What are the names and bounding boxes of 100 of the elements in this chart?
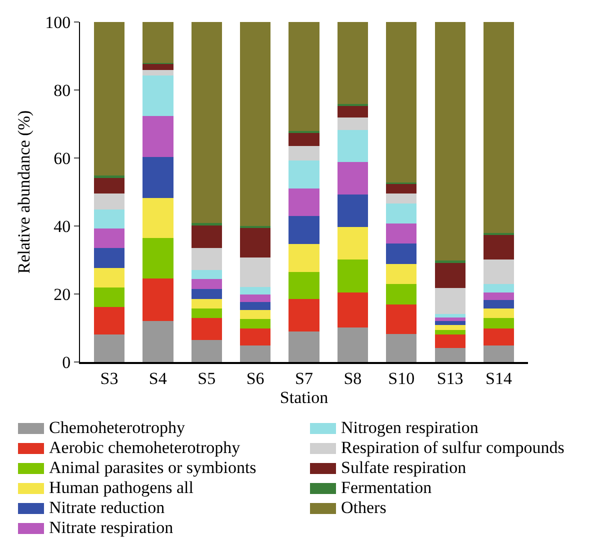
y-axis-title: Relative abundance (%) [14,110,34,274]
legend-label: Fermentation [341,478,432,498]
bar [191,288,222,300]
bar [240,228,271,258]
bar [386,224,417,244]
bar [191,22,222,223]
bar [94,288,125,307]
bar [191,222,222,226]
bar [434,324,466,330]
bar [142,156,174,198]
legend-label: Animal parasites or symbionts [49,458,256,478]
bar [288,146,320,161]
bar [94,177,125,194]
bar [240,257,271,288]
bar [240,22,271,226]
bar [191,308,222,318]
bar [288,299,320,332]
bar [191,226,222,248]
bar [386,22,417,182]
bar [288,22,320,131]
bar [337,327,368,362]
bar [337,260,368,292]
bar [434,348,466,362]
bar [94,334,125,362]
bar [94,175,125,178]
x-tick-label: S14 [486,369,512,388]
x-tick-label: S7 [295,369,314,388]
x-tick-label: S6 [246,369,264,388]
bar [142,70,174,76]
bar [434,22,466,261]
bar [142,22,174,64]
legend-label: Human pathogens all [49,478,194,498]
bar [386,184,417,194]
x-tick-label: S10 [388,369,415,388]
bar [94,193,125,210]
bar [288,331,320,362]
bar [240,328,271,346]
bar [288,244,320,272]
bar [434,317,466,321]
x-tick-label: S13 [436,369,464,388]
bar [191,248,222,270]
bar [386,193,417,204]
bar [386,204,417,224]
bar [337,194,368,228]
bar [483,318,514,328]
bar [337,22,368,104]
bar [288,216,320,244]
bar [191,318,222,340]
bar [94,306,125,334]
bar [483,308,514,318]
bar [337,118,368,130]
bar [191,270,222,280]
bar [483,328,514,346]
bar [142,320,174,362]
bar [386,244,417,264]
legend-label: Chemoheterotrophy [49,418,185,438]
bar [483,260,514,284]
bar [94,228,125,248]
bar [288,132,320,146]
legend-label: Aerobic chemoheterotrophy [49,438,240,458]
bar [142,64,174,70]
bar [191,279,222,289]
bar [94,209,125,229]
bar [483,22,514,233]
bar [483,300,514,308]
bar [94,22,125,176]
bar [434,288,466,314]
bar [288,188,320,216]
bar [434,320,466,325]
bar [240,287,271,295]
bar [288,160,320,188]
x-tick-label: S4 [148,369,168,388]
bar [483,345,514,362]
x-tick-label: S8 [344,369,362,388]
bar [240,302,271,310]
bar [288,272,320,300]
x-tick-label: S5 [198,369,216,388]
bar [434,334,466,348]
bar [386,284,417,305]
bar [434,330,466,334]
bar [483,235,514,260]
bar [386,334,417,362]
y-tick-label: 60 [54,148,71,168]
bar [337,106,368,118]
bar [240,294,271,302]
y-tick-label: 100 [45,12,71,32]
bar [191,299,222,309]
bar [337,227,368,260]
bar [337,130,368,162]
bar [240,319,271,329]
y-tick-label: 20 [54,284,71,304]
bar [240,345,271,362]
bar [191,340,222,362]
bar [142,198,174,238]
x-tick-label: S3 [100,369,118,388]
bar [386,264,417,284]
legend-label: Respiration of sulfur compounds [341,438,564,458]
bar [337,292,368,328]
bar [142,278,174,321]
bar [434,314,466,318]
